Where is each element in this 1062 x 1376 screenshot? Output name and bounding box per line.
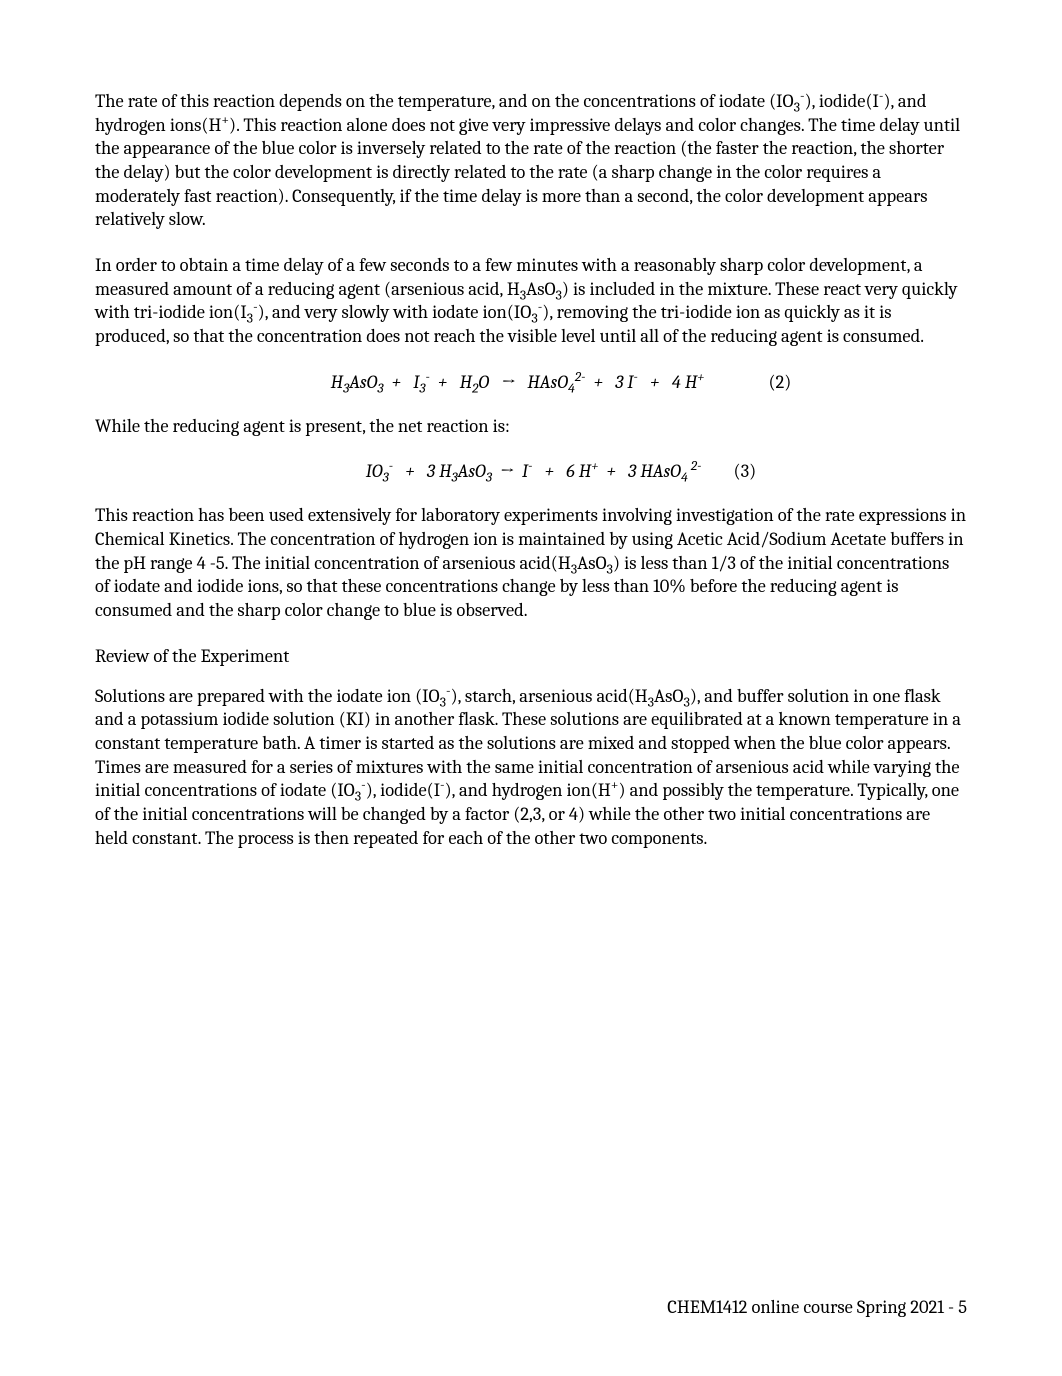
- paragraph-5: Solutions are prepared with the iodate i…: [95, 685, 967, 851]
- page-footer: CHEM1412 online course Spring 2021 - 5: [667, 1296, 967, 1318]
- equation-3-formula: IO3- + 3 H3AsO3 → I- + 6 H+ + 3 HAsO4 2-: [366, 460, 702, 482]
- section-heading-review: Review of the Experiment: [95, 645, 967, 667]
- equation-2-number: (2): [768, 371, 791, 393]
- equation-2: H3AsO3 + I3- + H2O → HAsO42- + 3 I- + 4 …: [95, 371, 967, 393]
- paragraph-3: While the reducing agent is present, the…: [95, 415, 967, 439]
- equation-2-formula: H3AsO3 + I3- + H2O → HAsO42- + 3 I- + 4 …: [331, 371, 705, 393]
- equation-3-number: (3): [734, 460, 757, 482]
- paragraph-2: In order to obtain a time delay of a few…: [95, 254, 967, 349]
- paragraph-4: This reaction has been used extensively …: [95, 504, 967, 622]
- equation-3: IO3- + 3 H3AsO3 → I- + 6 H+ + 3 HAsO4 2-…: [95, 460, 967, 482]
- paragraph-1: The rate of this reaction depends on the…: [95, 90, 967, 232]
